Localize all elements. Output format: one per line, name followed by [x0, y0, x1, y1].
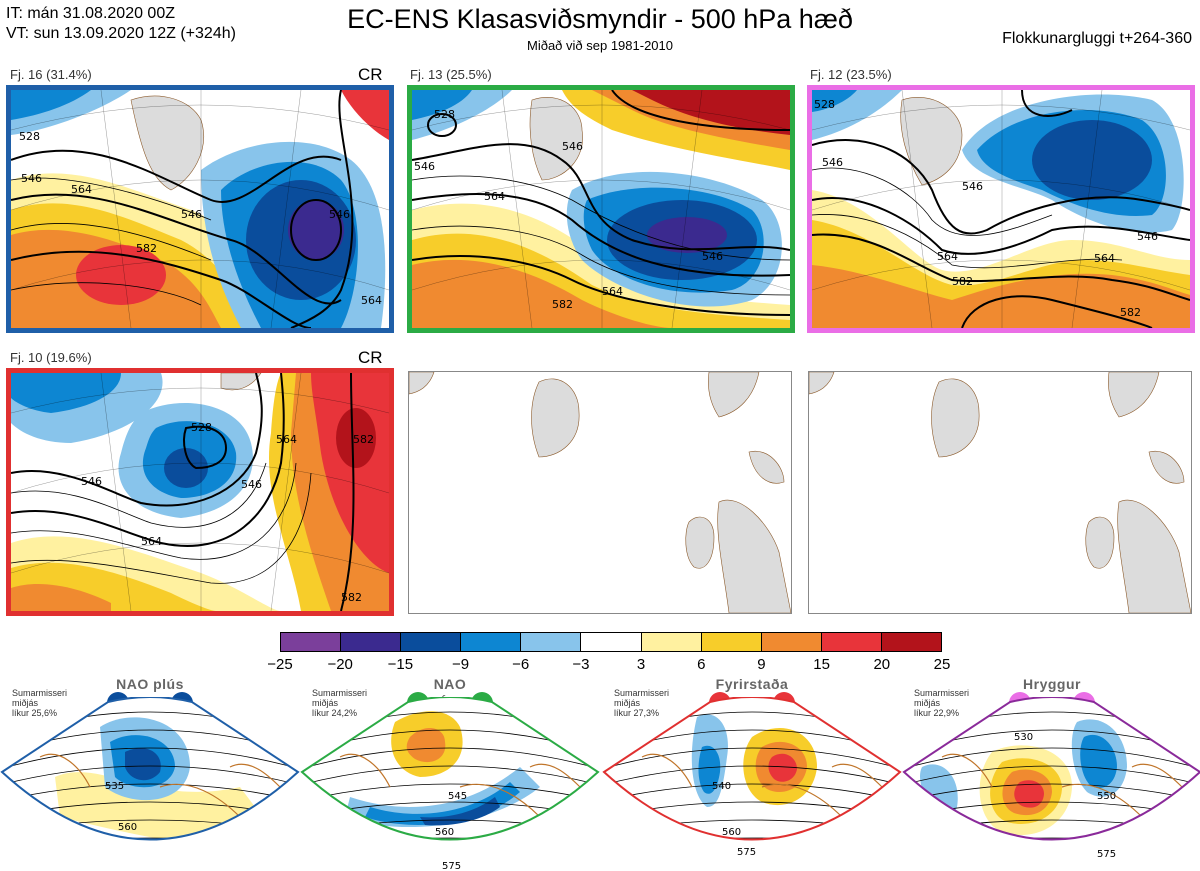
contour-label: 546: [702, 250, 723, 263]
contour-label: 546: [962, 180, 983, 193]
regime-contour-label: 540: [712, 781, 731, 792]
contour-label: 546: [562, 140, 583, 153]
contour-label: 546: [21, 172, 42, 185]
colorbar-tick-label: −20: [327, 656, 353, 673]
colorbar-segment: [520, 633, 581, 651]
colorbar-segment: [760, 633, 821, 651]
contour-label: 582: [1120, 306, 1141, 319]
cluster-1-label: Fj. 16 (31.4%): [10, 67, 92, 82]
contour-label: 582: [552, 298, 573, 311]
regime-fan-map: 530 550 575: [902, 697, 1200, 860]
regime-info: Sumarmisseri miðjás líkur 25,6%: [12, 688, 68, 718]
regime-contour-label: 575: [737, 847, 756, 858]
contour-label: 546: [1137, 230, 1158, 243]
regime-contour-label: 560: [435, 827, 454, 838]
colorbar-tick-label: −15: [387, 656, 414, 673]
colorbar-tick-label: 20: [873, 656, 891, 673]
contour-label: 564: [937, 250, 958, 263]
header-info: IT: mán 31.08.2020 00Z VT: sun 13.09.202…: [6, 4, 236, 44]
cluster-4-label: Fj. 10 (19.6%): [10, 350, 92, 365]
empty-map-2: [808, 371, 1192, 614]
colorbar-segment: [640, 633, 701, 651]
contour-label: 528: [19, 130, 40, 143]
regime-contour-label: 560: [722, 827, 741, 838]
contour-label: 546: [822, 156, 843, 169]
colorbar-segment: [700, 633, 761, 651]
page-title: EC-ENS Klasasviðsmyndir - 500 hPa hæð: [347, 4, 853, 34]
regime-contour-label: 550: [1097, 791, 1116, 802]
classification-window: Flokkunargluggi t+264-360: [1002, 30, 1192, 47]
regime-title: Fyrirstaða: [715, 676, 789, 692]
contour-label: 546: [414, 160, 435, 173]
contour-label: 564: [141, 535, 162, 548]
colorbar-segment: [580, 633, 641, 651]
cluster-2-map: 528 546 546 546 564 564 582: [407, 85, 795, 333]
contour-label: 564: [276, 433, 297, 446]
regime-contour-label: 545: [448, 791, 467, 802]
cluster-1-map: 528 546 564 546 582 546 564: [6, 85, 394, 333]
cluster-3-map: 528 546 546 546 564 582 564 582: [807, 85, 1195, 333]
colorbar-tick-label: 15: [813, 656, 830, 673]
regime-title: NAO plús: [116, 676, 184, 692]
valid-time: VT: sun 13.09.2020 12Z (+324h): [6, 25, 236, 42]
colorbar-tick-label: 6: [697, 656, 706, 673]
regime-info: Sumarmisseri miðjás líkur 24,2%: [312, 688, 368, 718]
regime-title: Hryggur: [1023, 676, 1081, 692]
cluster-4-map: 528 546 546 564 564 582 582: [6, 368, 394, 616]
contour-label: 582: [353, 433, 374, 446]
contour-label: 582: [952, 275, 973, 288]
contour-label: 582: [341, 591, 362, 604]
regime-fan-map: 535 560: [0, 697, 300, 841]
regime-fan-map: 545 560 575: [300, 697, 600, 869]
colorbar-tick-label: −6: [512, 656, 530, 673]
contour-label: 546: [81, 475, 102, 488]
regime-info: Sumarmisseri miðjás líkur 22,9%: [914, 688, 970, 718]
regime-info: Sumarmisseri miðjás líkur 27,3%: [614, 688, 670, 718]
colorbar: [280, 632, 942, 652]
contour-label: 564: [602, 285, 623, 298]
colorbar-segment: [460, 633, 521, 651]
cluster-4-regime-tag: CR: [358, 348, 383, 367]
cluster-2-label: Fj. 13 (25.5%): [410, 67, 492, 82]
regime-contour-label: 530: [1014, 732, 1033, 743]
contour-label: 564: [484, 190, 505, 203]
contour-label: 546: [329, 208, 350, 221]
colorbar-tick-label: 25: [933, 656, 951, 673]
contour-label: 582: [136, 242, 157, 255]
contour-label: 564: [71, 183, 92, 196]
contour-label: 528: [191, 421, 212, 434]
colorbar-tick-label: −3: [572, 656, 590, 673]
regime-contour-label: 575: [442, 861, 461, 869]
regime-contour-label: 535: [105, 781, 124, 792]
colorbar-segment: [281, 633, 341, 651]
contour-label: 546: [241, 478, 262, 491]
contour-label: 564: [1094, 252, 1115, 265]
colorbar-tick-label: 9: [757, 656, 766, 673]
regime-fan-map: 540 560 575: [602, 697, 902, 858]
cluster-3-label: Fj. 12 (23.5%): [810, 67, 892, 82]
colorbar-segment: [400, 633, 461, 651]
empty-map-1: [408, 371, 792, 614]
initial-time: IT: mán 31.08.2020 00Z: [6, 5, 175, 22]
colorbar-tick-label: 3: [636, 656, 646, 673]
regime-contour-label: 575: [1097, 849, 1116, 860]
colorbar-segment: [880, 633, 942, 651]
contour-label: 528: [434, 108, 455, 121]
colorbar-tick-label: −25: [267, 656, 293, 673]
contour-label: 528: [814, 98, 835, 111]
colorbar-segment: [340, 633, 401, 651]
contour-label: 546: [181, 208, 202, 221]
regime-contour-label: 560: [118, 822, 137, 833]
colorbar-segment: [820, 633, 881, 651]
colorbar-tick-label: −9: [451, 656, 470, 673]
cluster-1-regime-tag: CR: [358, 65, 383, 84]
page-subtitle: Miðað við sep 1981-2010: [527, 38, 673, 53]
contour-label: 564: [361, 294, 382, 307]
